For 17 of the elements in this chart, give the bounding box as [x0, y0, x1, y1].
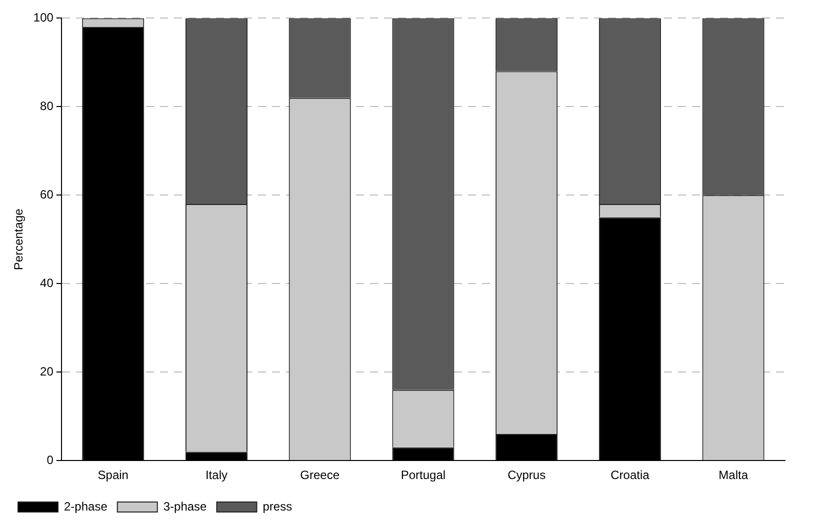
y-tick-label: 60 — [40, 187, 54, 202]
legend-label: 3-phase — [163, 499, 208, 514]
y-tick-label: 80 — [40, 98, 54, 113]
y-tick-label: 20 — [40, 364, 54, 378]
x-tick-label: Cyprus — [508, 468, 546, 482]
legend-label: 2-phase — [64, 499, 108, 514]
y-tick-label: 0 — [46, 452, 54, 467]
x-tick-label: Greece — [300, 468, 340, 482]
x-tick-label: Croatia — [610, 468, 650, 482]
y-tick-label: 40 — [40, 276, 54, 290]
legend-label: press — [262, 499, 292, 514]
x-tick-label: Malta — [718, 468, 748, 482]
x-tick-label: Spain — [98, 468, 128, 482]
y-tick-label: 100 — [33, 10, 54, 25]
x-tick-label: Italy — [205, 468, 228, 482]
x-tick-label: Portugal — [400, 468, 446, 482]
y-axis-title: Percentage — [12, 208, 26, 270]
